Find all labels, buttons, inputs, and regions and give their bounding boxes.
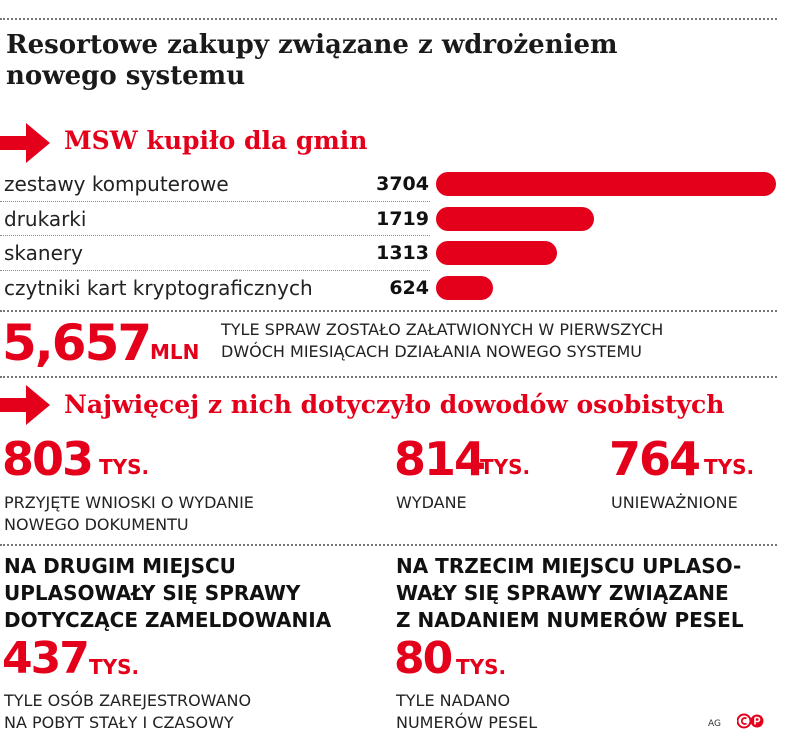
main-stat-unit: MLN bbox=[150, 340, 200, 364]
arrow-right-icon bbox=[0, 123, 50, 163]
left-block-unit: TYS. bbox=[89, 655, 140, 679]
stat-accepted-text-1: PRZYJĘTE WNIOSKI O WYDANIE bbox=[4, 493, 254, 512]
stat-issued-value: 814 bbox=[394, 432, 486, 486]
left-block-heading-2: UPLASOWAŁY SIĘ SPRAWY bbox=[4, 581, 301, 605]
main-stat-value: 5,657 bbox=[2, 314, 152, 372]
left-block-text-2: NA POBYT STAŁY I CZASOWY bbox=[4, 713, 234, 732]
page-title: Resortowe zakupy związane z wdrożeniem n… bbox=[6, 30, 766, 92]
right-block-text-1: TYLE NADANO bbox=[396, 691, 511, 710]
divider bbox=[0, 376, 777, 378]
main-stat-text-2: DWÓCH MIESIĄCACH DZIAŁANIA NOWEGO SYSTEM… bbox=[221, 342, 642, 361]
bar-value-label: 624 bbox=[389, 276, 429, 299]
right-block-heading-3: Z NADANIEM NUMERÓW PESEL bbox=[396, 608, 744, 632]
stat-invalidated-text: UNIEWAŻNIONE bbox=[611, 493, 738, 512]
stat-issued-unit: TYS. bbox=[480, 455, 531, 479]
bar bbox=[436, 206, 594, 231]
title-line-1: Resortowe zakupy związane z wdrożeniem bbox=[6, 30, 618, 60]
stat-accepted-text-2: NOWEGO DOKUMENTU bbox=[4, 515, 189, 534]
bar-category-label: skanery bbox=[4, 241, 83, 265]
left-block-heading-1: NA DRUGIM MIEJSCU bbox=[4, 554, 236, 578]
bar-value-label: 1313 bbox=[376, 242, 429, 264]
row-separator bbox=[0, 200, 430, 202]
row-separator bbox=[0, 235, 430, 236]
top-rule bbox=[0, 18, 777, 20]
bar bbox=[436, 241, 557, 265]
left-block-text-1: TYLE OSÓB ZAREJESTROWANO bbox=[4, 691, 252, 710]
copyright-logo-icon bbox=[737, 713, 764, 729]
left-block-heading-3: DOTYCZĄCE ZAMELDOWANIA bbox=[4, 608, 332, 632]
bar bbox=[436, 172, 776, 196]
bar-value-label: 1719 bbox=[376, 207, 429, 230]
stat-issued-text: WYDANE bbox=[396, 493, 467, 512]
bar bbox=[436, 275, 493, 300]
right-block-unit: TYS. bbox=[456, 655, 507, 679]
arrow-right-icon bbox=[0, 385, 50, 425]
stat-invalidated-unit: TYS. bbox=[704, 455, 755, 479]
bar-value-label: 3704 bbox=[376, 173, 429, 195]
stat-invalidated-value: 764 bbox=[609, 432, 701, 486]
right-block-heading-2: WAŁY SIĘ SPRAWY ZWIĄZANE bbox=[396, 581, 729, 605]
bar-category-label: zestawy komputerowe bbox=[4, 172, 229, 196]
section-heading-purchases: MSW kupiło dla gmin bbox=[64, 126, 368, 155]
main-stat-text-1: TYLE SPRAW ZOSTAŁO ZAŁATWIONYCH W PIERWS… bbox=[221, 320, 664, 339]
bar-category-label: czytniki kart kryptograficznych bbox=[4, 275, 313, 300]
divider bbox=[0, 544, 777, 546]
author-credit: AG bbox=[708, 719, 721, 729]
left-block-value: 437 bbox=[2, 633, 90, 684]
right-block-text-2: NUMERÓW PESEL bbox=[396, 713, 538, 732]
title-line-2: nowego systemu bbox=[6, 61, 246, 91]
bar-category-label: drukarki bbox=[4, 206, 87, 231]
right-block-value: 80 bbox=[394, 633, 453, 684]
right-block-heading-1: NA TRZECIM MIEJSCU UPLASO- bbox=[396, 554, 742, 578]
divider bbox=[0, 310, 777, 312]
stat-accepted-value: 803 bbox=[2, 432, 94, 486]
stat-accepted-unit: TYS. bbox=[99, 455, 150, 479]
row-separator bbox=[0, 269, 430, 271]
section-heading-id-cards: Najwięcej z nich dotyczyło dowodów osobi… bbox=[64, 390, 725, 419]
